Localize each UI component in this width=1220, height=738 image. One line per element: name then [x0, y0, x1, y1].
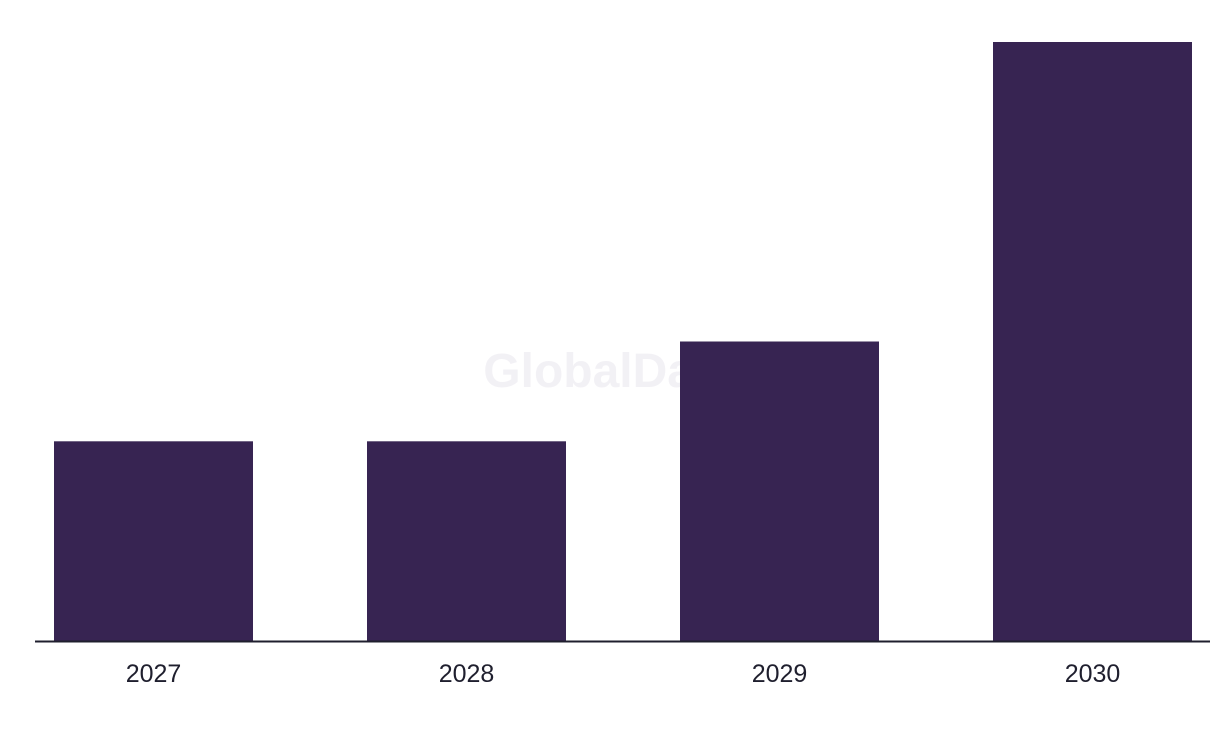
x-tick-label-2027: 2027 — [126, 660, 182, 688]
bar-2030 — [993, 42, 1192, 641]
x-tick-labels: 2027 2028 2029 2030 — [126, 660, 1121, 688]
bar-2029 — [680, 341, 879, 641]
bar-2028 — [367, 441, 566, 641]
x-tick-label-2028: 2028 — [439, 660, 495, 688]
x-tick-label-2030: 2030 — [1065, 660, 1121, 688]
bar-2027 — [54, 441, 253, 641]
x-tick-label-2029: 2029 — [752, 660, 808, 688]
bars-group — [54, 42, 1192, 641]
